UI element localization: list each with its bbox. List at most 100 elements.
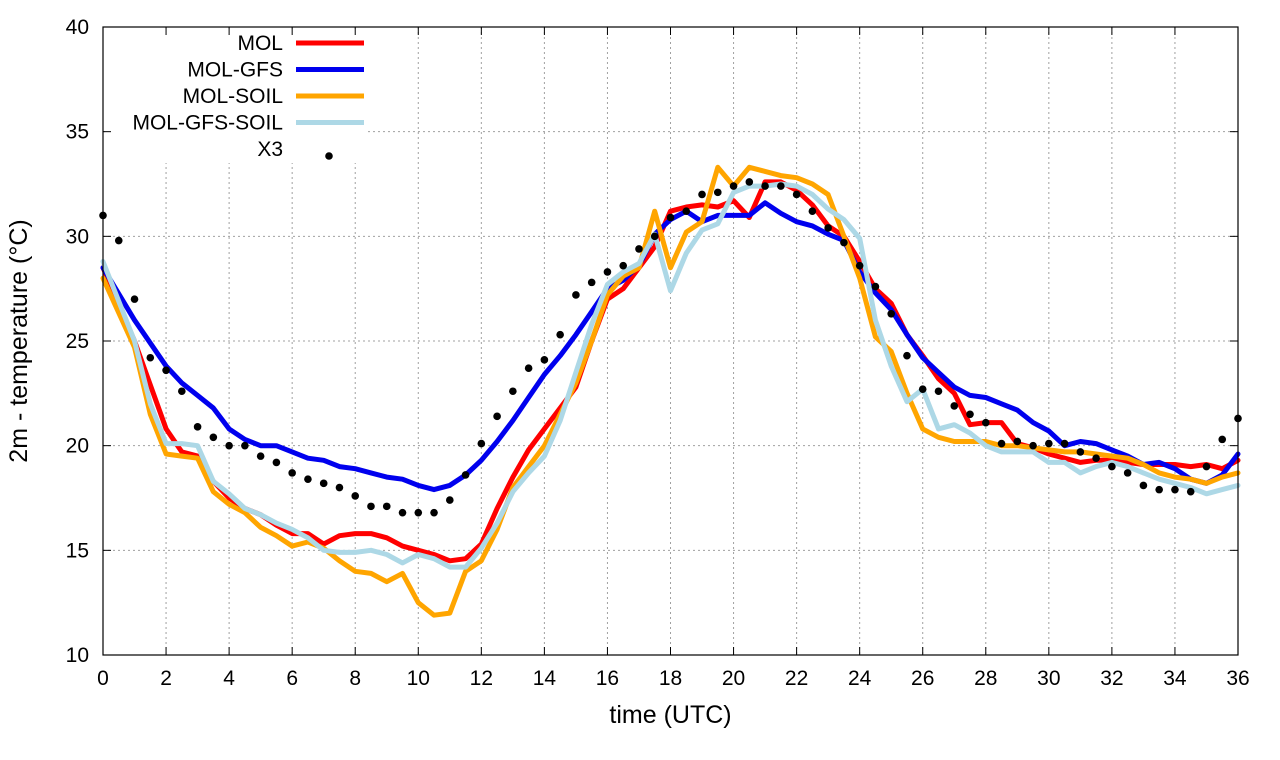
legend-item: MOL xyxy=(237,32,364,55)
x-tick-label: 10 xyxy=(407,667,430,690)
data-point xyxy=(981,418,990,427)
y-axis-title: 2m - temperature (°C) xyxy=(5,219,33,462)
data-point xyxy=(650,232,659,241)
x-tick-label: 8 xyxy=(349,667,361,690)
x-tick-label: 34 xyxy=(1163,667,1187,690)
y-tick-label: 15 xyxy=(66,539,89,562)
legend-item: MOL-GFS-SOIL xyxy=(132,112,364,135)
x-tick-label: 16 xyxy=(596,667,619,690)
x-tick-label: 30 xyxy=(1037,667,1060,690)
data-point xyxy=(225,441,233,450)
legend-marker xyxy=(325,152,333,160)
series-mol-gfs-soil xyxy=(100,181,1241,570)
data-point xyxy=(1108,462,1116,471)
x-tick-label: 20 xyxy=(722,667,745,690)
data-point xyxy=(382,502,391,511)
x-axis-title: time (UTC) xyxy=(609,701,731,729)
x-tick-label: 22 xyxy=(785,667,808,690)
data-point xyxy=(540,356,549,364)
data-point xyxy=(682,207,691,216)
data-point xyxy=(524,364,533,373)
data-point xyxy=(256,452,265,460)
y-tick-label: 40 xyxy=(66,16,89,39)
y-tick-label: 35 xyxy=(66,121,89,144)
data-point xyxy=(209,433,218,442)
data-point xyxy=(729,182,738,190)
series-line xyxy=(100,200,1241,493)
data-point xyxy=(871,282,880,291)
x-tick-label: 14 xyxy=(533,667,557,690)
data-point xyxy=(1123,469,1132,477)
series-x3 xyxy=(99,178,1242,517)
data-point xyxy=(446,496,454,504)
y-tick-label: 25 xyxy=(66,330,89,353)
data-point xyxy=(1202,462,1211,471)
data-point xyxy=(1029,441,1037,450)
data-point xyxy=(146,353,155,362)
legend-item: MOL-GFS xyxy=(187,59,364,82)
x-tick-label: 0 xyxy=(97,667,109,690)
data-point xyxy=(367,502,375,511)
data-point xyxy=(1060,439,1069,448)
data-point xyxy=(934,387,943,396)
data-point xyxy=(241,441,249,450)
data-point xyxy=(792,190,801,199)
x-tick-label: 4 xyxy=(223,667,235,690)
data-point xyxy=(193,423,202,431)
data-point xyxy=(698,190,706,199)
data-point xyxy=(918,385,927,393)
data-point xyxy=(398,508,407,517)
data-point xyxy=(666,213,675,222)
x-tick-label: 28 xyxy=(974,667,997,690)
data-point xyxy=(272,458,281,467)
data-point xyxy=(855,261,864,270)
data-point xyxy=(351,492,360,500)
y-tick-label: 20 xyxy=(66,435,89,458)
data-point xyxy=(840,238,848,247)
legend-label: X3 xyxy=(257,138,283,161)
data-point xyxy=(335,483,344,492)
data-point xyxy=(950,402,959,410)
data-point xyxy=(430,508,438,517)
x-tick-label: 18 xyxy=(659,667,682,690)
data-point xyxy=(713,188,722,197)
x-tick-label: 24 xyxy=(848,667,872,690)
data-point xyxy=(777,182,785,190)
data-point xyxy=(288,469,296,477)
data-point xyxy=(162,366,170,375)
data-point xyxy=(808,207,817,216)
x-tick-label: 2 xyxy=(160,667,172,690)
data-point xyxy=(966,410,974,419)
plot-series xyxy=(99,164,1242,618)
legend-label: MOL-SOIL xyxy=(183,85,283,108)
series-mol-soil xyxy=(100,164,1241,618)
series-mol xyxy=(100,179,1241,564)
data-point xyxy=(130,295,139,303)
series-line xyxy=(100,179,1241,564)
legend-label: MOL xyxy=(237,32,283,55)
data-point xyxy=(745,178,754,186)
data-point xyxy=(178,387,186,396)
data-point xyxy=(493,412,501,421)
data-point xyxy=(761,182,769,190)
axis-ticks: 0 2 4 6 8 10 12 14 16 18 20 22 24 26 28 30 32 34 361015202… xyxy=(66,16,1250,690)
legend-label: MOL-GFS xyxy=(187,59,283,82)
x-tick-label: 26 xyxy=(911,667,934,690)
y-tick-label: 30 xyxy=(66,225,89,248)
data-point xyxy=(903,351,911,360)
data-point xyxy=(619,261,628,270)
data-point xyxy=(556,330,564,339)
data-point xyxy=(319,479,328,488)
data-point xyxy=(414,508,423,517)
data-point xyxy=(1045,439,1053,448)
data-point xyxy=(587,278,596,287)
series-line xyxy=(100,164,1241,618)
data-point xyxy=(635,245,643,253)
legend: MOL MOL-GFS MOL-SOIL MOL-GFS-SOIL X3 xyxy=(105,30,367,163)
data-point xyxy=(887,309,895,318)
data-point xyxy=(1155,485,1163,494)
data-point xyxy=(1092,454,1100,463)
data-point xyxy=(1186,487,1195,496)
data-point xyxy=(997,439,1006,448)
